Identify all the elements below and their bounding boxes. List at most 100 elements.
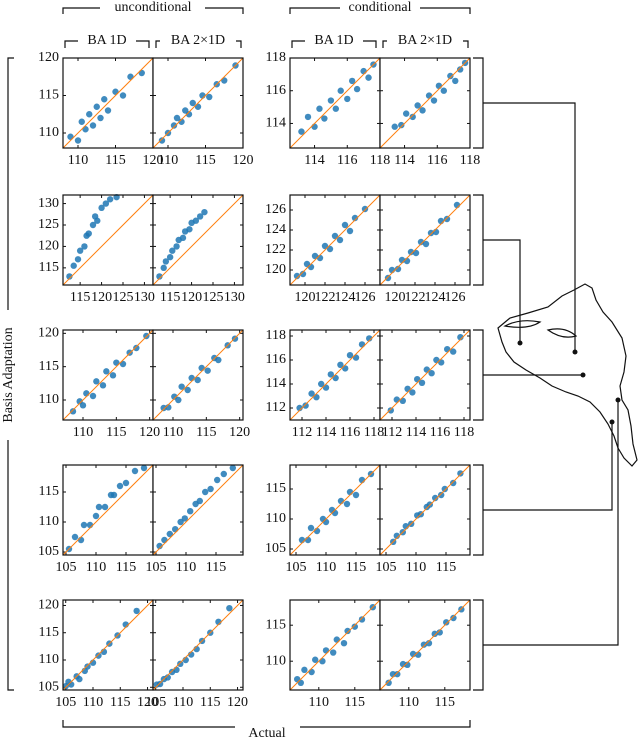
point — [110, 491, 118, 499]
point — [133, 344, 140, 352]
plot-frame — [152, 57, 244, 149]
point — [296, 404, 303, 412]
point — [353, 85, 361, 93]
x-bracket — [62, 720, 471, 728]
point — [187, 508, 194, 515]
point — [119, 360, 127, 368]
point — [83, 390, 90, 397]
point — [181, 515, 188, 522]
plot-frame — [379, 599, 471, 691]
identity-line — [152, 57, 244, 149]
point — [348, 77, 356, 85]
group-label: unconditional — [115, 0, 192, 15]
column-label: BA 2×1D — [171, 33, 225, 48]
point — [327, 371, 334, 378]
point — [177, 660, 184, 668]
point — [394, 265, 402, 273]
connector — [483, 400, 619, 646]
identity-line — [289, 599, 381, 691]
y-tick-label: 115 — [39, 260, 59, 275]
point — [198, 364, 205, 372]
group-label: conditional — [349, 0, 412, 15]
x-tick-label: 120 — [233, 153, 254, 168]
point — [322, 647, 330, 654]
point — [444, 346, 451, 353]
x-tick-label: 120 — [385, 290, 406, 305]
point — [119, 92, 127, 99]
point — [161, 536, 168, 544]
y-tick-label: 120 — [38, 598, 59, 613]
point — [140, 464, 148, 472]
point — [156, 273, 163, 280]
x-tick-label: 115 — [345, 695, 365, 710]
point — [71, 533, 79, 541]
identity-line — [379, 57, 471, 149]
x-tick-label: 105 — [56, 560, 77, 575]
point — [166, 530, 173, 538]
point — [122, 479, 130, 487]
x-tick-label: 115 — [106, 425, 126, 440]
y-tick-label: 110 — [266, 653, 286, 668]
point — [358, 476, 366, 484]
identity-line — [379, 329, 471, 421]
x-tick-label: 114 — [394, 153, 414, 168]
point — [351, 214, 359, 222]
x-tick-label: 115 — [70, 290, 90, 305]
x-tick-label: 126 — [445, 290, 466, 305]
y-tick-label: 114 — [266, 376, 286, 391]
point — [178, 118, 185, 125]
y-tick-label: 115 — [266, 617, 286, 632]
identity-line — [379, 599, 471, 691]
point — [360, 67, 367, 75]
point — [170, 122, 178, 129]
x-tick-label: 118 — [370, 153, 390, 168]
y-tick-label: 125 — [38, 217, 59, 232]
point — [106, 196, 114, 203]
point — [207, 485, 214, 493]
x-tick-label: 115 — [436, 560, 456, 575]
point — [164, 674, 171, 681]
point — [425, 640, 433, 647]
x-tick-label: 120 — [143, 153, 164, 168]
point — [452, 77, 459, 85]
point — [326, 245, 334, 253]
x-tick-label: 125 — [113, 290, 134, 305]
point — [160, 264, 167, 272]
x-tick-label: 110 — [163, 425, 183, 440]
point — [319, 658, 326, 665]
x-tick-label: 110 — [406, 560, 426, 575]
x-tick-label: 115 — [435, 695, 455, 710]
y-tick-label: 120 — [38, 239, 59, 254]
x-tick-label: 105 — [145, 695, 166, 710]
point — [427, 229, 435, 237]
point — [440, 87, 448, 94]
point — [437, 217, 445, 225]
x-tick-label: 122 — [405, 290, 426, 305]
x-tick-label: 124 — [335, 290, 356, 305]
plot-frame — [379, 57, 471, 149]
point — [102, 200, 110, 207]
point — [113, 359, 120, 366]
x-tick-label: 114 — [316, 425, 336, 440]
point — [178, 383, 185, 390]
y-tick-label: 115 — [39, 625, 59, 640]
point — [331, 509, 339, 517]
point — [194, 376, 201, 384]
x-tick-label: 110 — [173, 695, 193, 710]
y-tick-label: 124 — [265, 222, 286, 237]
point — [312, 656, 319, 663]
point — [438, 491, 445, 499]
point — [387, 407, 394, 414]
x-tick-label: 115 — [200, 695, 220, 710]
point — [346, 352, 354, 359]
point — [304, 536, 312, 544]
x-tick-label: 110 — [68, 153, 88, 168]
row-bracket — [473, 194, 484, 286]
x-tick-label: 130 — [224, 290, 245, 305]
point — [162, 258, 170, 265]
point — [398, 121, 405, 129]
point — [393, 396, 400, 403]
x-tick-label: 120 — [295, 290, 316, 305]
point — [453, 201, 461, 209]
plot-frame — [152, 599, 244, 691]
